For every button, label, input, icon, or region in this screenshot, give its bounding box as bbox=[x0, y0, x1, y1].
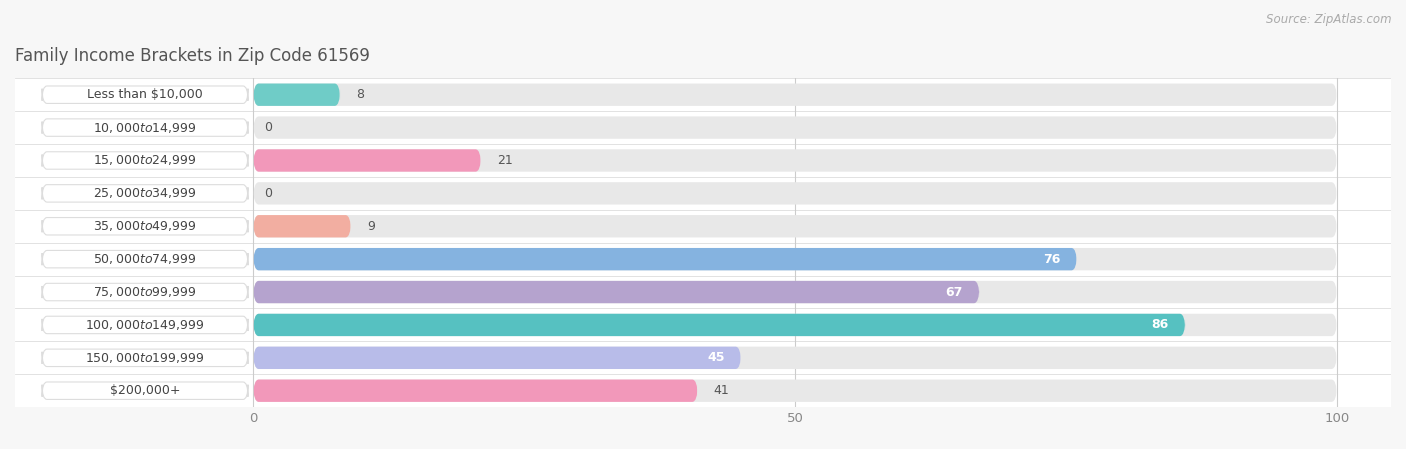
FancyBboxPatch shape bbox=[253, 281, 1337, 303]
FancyBboxPatch shape bbox=[15, 308, 1391, 341]
Text: Family Income Brackets in Zip Code 61569: Family Income Brackets in Zip Code 61569 bbox=[15, 47, 370, 65]
FancyBboxPatch shape bbox=[42, 86, 247, 103]
FancyBboxPatch shape bbox=[253, 84, 1337, 106]
FancyBboxPatch shape bbox=[42, 218, 247, 235]
Text: 67: 67 bbox=[946, 286, 963, 299]
Text: $10,000 to $14,999: $10,000 to $14,999 bbox=[93, 121, 197, 135]
Text: Less than $10,000: Less than $10,000 bbox=[87, 88, 202, 101]
FancyBboxPatch shape bbox=[42, 119, 247, 136]
Text: $75,000 to $99,999: $75,000 to $99,999 bbox=[93, 285, 197, 299]
FancyBboxPatch shape bbox=[253, 347, 1337, 369]
Text: 9: 9 bbox=[367, 220, 375, 233]
Text: $50,000 to $74,999: $50,000 to $74,999 bbox=[93, 252, 197, 266]
FancyBboxPatch shape bbox=[42, 382, 247, 400]
FancyBboxPatch shape bbox=[253, 379, 1337, 402]
Text: 0: 0 bbox=[264, 121, 273, 134]
FancyBboxPatch shape bbox=[15, 78, 1391, 111]
FancyBboxPatch shape bbox=[15, 177, 1391, 210]
FancyBboxPatch shape bbox=[253, 182, 1337, 205]
FancyBboxPatch shape bbox=[253, 215, 352, 238]
FancyBboxPatch shape bbox=[42, 251, 247, 268]
Text: 45: 45 bbox=[707, 351, 724, 364]
FancyBboxPatch shape bbox=[253, 281, 980, 303]
Text: 76: 76 bbox=[1043, 253, 1060, 266]
FancyBboxPatch shape bbox=[42, 349, 247, 366]
Text: $200,000+: $200,000+ bbox=[110, 384, 180, 397]
FancyBboxPatch shape bbox=[42, 152, 247, 169]
FancyBboxPatch shape bbox=[253, 84, 340, 106]
Text: 21: 21 bbox=[498, 154, 513, 167]
FancyBboxPatch shape bbox=[15, 276, 1391, 308]
FancyBboxPatch shape bbox=[15, 243, 1391, 276]
Text: Source: ZipAtlas.com: Source: ZipAtlas.com bbox=[1267, 13, 1392, 26]
Text: $25,000 to $34,999: $25,000 to $34,999 bbox=[93, 186, 197, 200]
FancyBboxPatch shape bbox=[253, 314, 1337, 336]
FancyBboxPatch shape bbox=[253, 215, 1337, 238]
FancyBboxPatch shape bbox=[253, 248, 1337, 270]
FancyBboxPatch shape bbox=[42, 283, 247, 301]
FancyBboxPatch shape bbox=[253, 116, 1337, 139]
FancyBboxPatch shape bbox=[253, 150, 1337, 172]
Text: 41: 41 bbox=[714, 384, 730, 397]
Text: $35,000 to $49,999: $35,000 to $49,999 bbox=[93, 219, 197, 233]
FancyBboxPatch shape bbox=[253, 379, 697, 402]
FancyBboxPatch shape bbox=[42, 185, 247, 202]
FancyBboxPatch shape bbox=[15, 210, 1391, 243]
FancyBboxPatch shape bbox=[15, 111, 1391, 144]
Text: 0: 0 bbox=[264, 187, 273, 200]
Text: 86: 86 bbox=[1152, 318, 1168, 331]
Text: 8: 8 bbox=[356, 88, 364, 101]
Text: $100,000 to $149,999: $100,000 to $149,999 bbox=[86, 318, 205, 332]
FancyBboxPatch shape bbox=[253, 150, 481, 172]
Text: $15,000 to $24,999: $15,000 to $24,999 bbox=[93, 154, 197, 167]
FancyBboxPatch shape bbox=[253, 314, 1185, 336]
FancyBboxPatch shape bbox=[15, 374, 1391, 407]
FancyBboxPatch shape bbox=[42, 316, 247, 334]
FancyBboxPatch shape bbox=[15, 144, 1391, 177]
FancyBboxPatch shape bbox=[15, 341, 1391, 374]
FancyBboxPatch shape bbox=[253, 248, 1077, 270]
FancyBboxPatch shape bbox=[253, 347, 741, 369]
Text: $150,000 to $199,999: $150,000 to $199,999 bbox=[86, 351, 205, 365]
